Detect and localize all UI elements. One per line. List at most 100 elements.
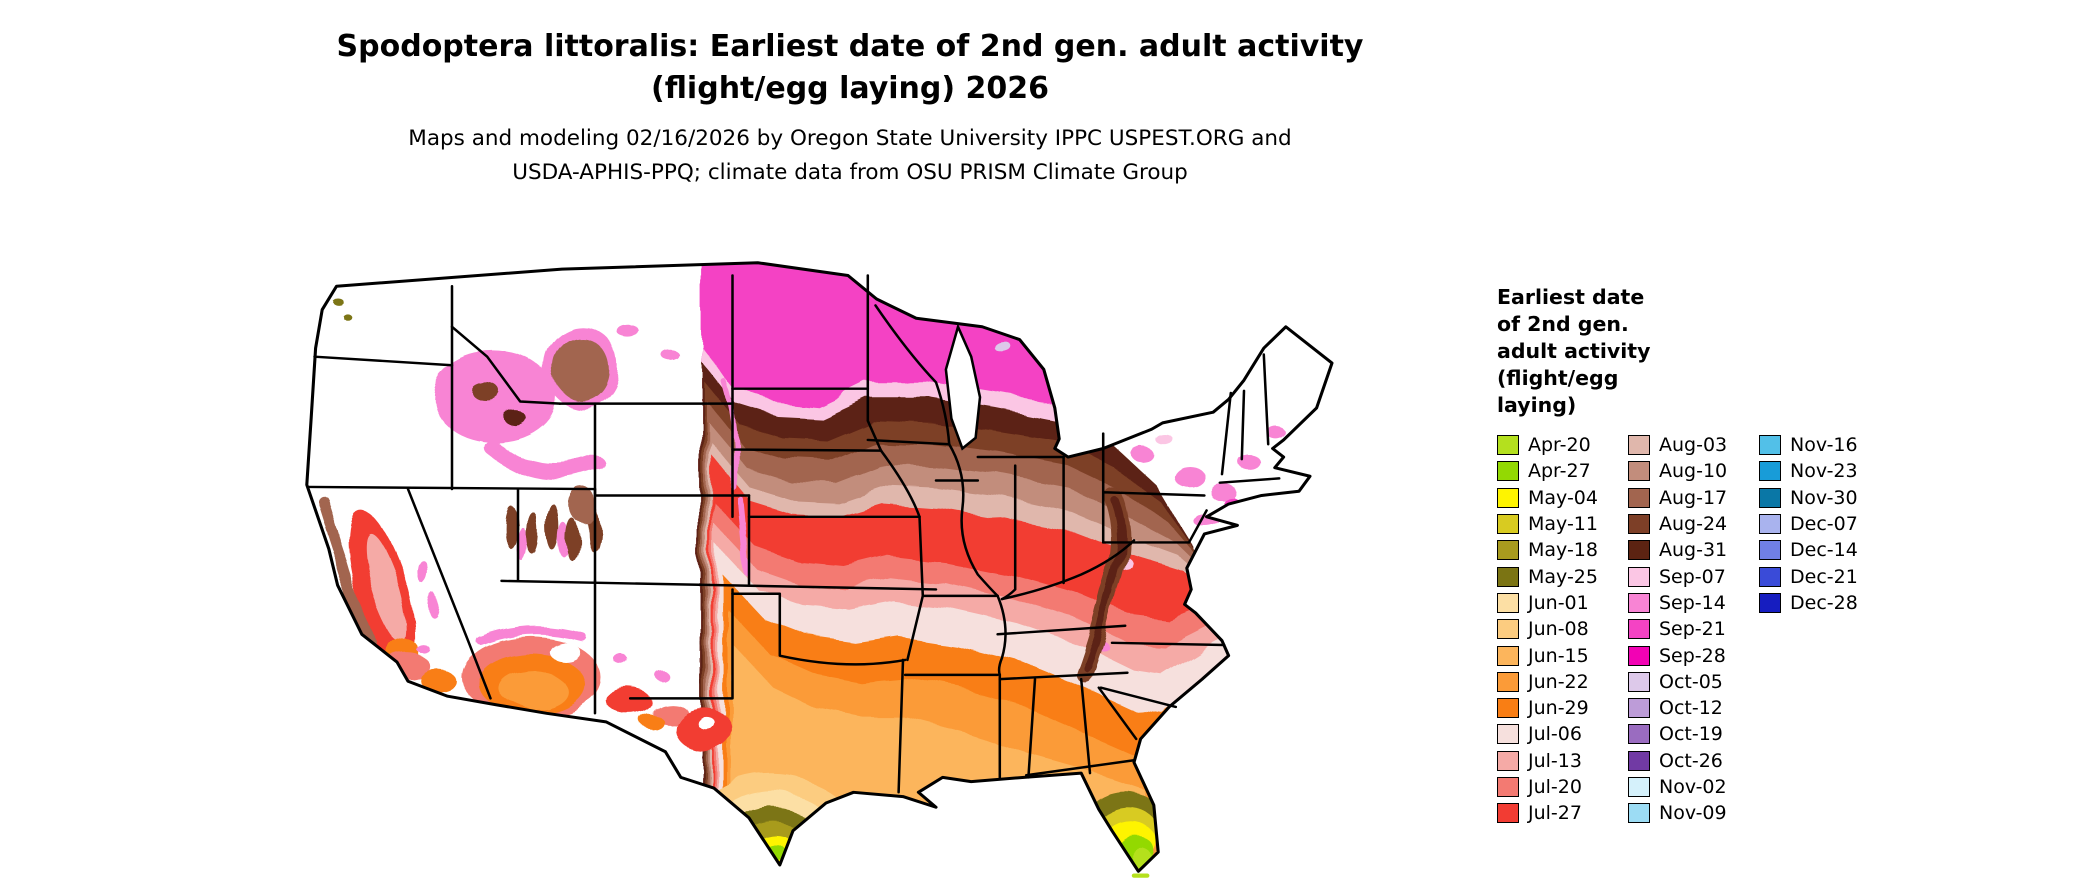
legend-title-line: (flight/egg	[1497, 366, 1619, 390]
legend-title-line: adult activity	[1497, 339, 1651, 363]
legend-swatch	[1497, 592, 1519, 613]
legend-swatch	[1628, 592, 1650, 613]
legend-swatch	[1628, 435, 1650, 456]
map-region-sep-14	[514, 525, 526, 560]
legend-swatch	[1759, 435, 1781, 456]
legend-entry-label: Nov-23	[1790, 460, 1858, 483]
legend-entry-label: Nov-16	[1790, 434, 1858, 457]
legend-entry: Nov-30	[1759, 485, 1890, 511]
legend-swatch	[1759, 487, 1781, 508]
legend-swatch	[1497, 540, 1519, 561]
legend-entry: Nov-02	[1628, 774, 1759, 800]
map-title-line2: (flight/egg laying) 2026	[650, 71, 1050, 106]
legend-entry-label: Nov-09	[1659, 802, 1727, 825]
legend-entry: Sep-07	[1628, 563, 1759, 589]
map-region-jun-22	[500, 671, 567, 708]
legend-entry: Jun-29	[1497, 695, 1628, 721]
legend-swatch	[1497, 619, 1519, 640]
map-region-aug-24	[524, 510, 538, 554]
legend-entry-label: Jul-13	[1528, 749, 1582, 772]
legend-entry-label: Jun-08	[1528, 618, 1589, 641]
legend-swatch	[1497, 777, 1519, 797]
map-region-may-25	[342, 312, 351, 320]
legend-swatch	[1628, 724, 1650, 745]
legend-entry-label: Jun-29	[1528, 697, 1589, 720]
legend-entry-label: Jul-06	[1528, 723, 1582, 746]
legend-swatch	[1759, 461, 1781, 482]
legend-entry: May-25	[1497, 563, 1628, 589]
map-region-jun-29	[421, 670, 457, 692]
legend-swatch	[1628, 671, 1650, 692]
map-region-sep-14	[419, 647, 433, 656]
legend-entry: Nov-23	[1759, 458, 1890, 484]
legend-entry: Dec-14	[1759, 537, 1890, 563]
legend-title-line: laying)	[1497, 393, 1577, 417]
legend-entry: Sep-28	[1628, 642, 1759, 668]
legend-swatch	[1497, 671, 1519, 692]
legend-swatch	[1628, 540, 1650, 561]
legend-swatch	[1497, 645, 1519, 666]
legend-entry-label: Oct-19	[1659, 723, 1723, 746]
legend-entry-label: Nov-02	[1659, 776, 1727, 798]
us-map-svg	[305, 261, 1334, 878]
florida-keys-speck	[1131, 873, 1150, 878]
legend-swatch	[1497, 698, 1519, 719]
legend-column: Nov-16 Nov-23 Nov-30 Dec-07 Dec-14 Dec-21 Dec-…	[1759, 432, 1890, 826]
map-subtitle-line1: Maps and modeling 02/16/2026 by Oregon S…	[408, 126, 1292, 151]
legend-entry: Aug-24	[1628, 511, 1759, 537]
map-subtitle: Maps and modeling 02/16/2026 by Oregon S…	[0, 122, 1700, 190]
map-region-aug-17	[554, 338, 610, 401]
legend-entry: Dec-07	[1759, 511, 1890, 537]
map-region-sep-14	[428, 594, 440, 619]
legend-entry: Apr-20	[1497, 432, 1628, 458]
map-region-wffffff	[548, 641, 580, 661]
legend-entry: May-18	[1497, 537, 1628, 563]
legend-entry-label: Sep-28	[1659, 644, 1726, 667]
legend-swatch	[1628, 619, 1650, 640]
legend-swatch	[1497, 724, 1519, 745]
legend-entry-label: Aug-03	[1659, 434, 1728, 457]
legend-swatch	[1628, 487, 1650, 508]
map-region-may-25	[332, 297, 344, 305]
map-title-line1: Spodoptera littoralis: Earliest date of …	[336, 29, 1364, 64]
map-region-sep-14	[1171, 463, 1203, 485]
legend-entry-label: Dec-21	[1790, 565, 1858, 588]
legend-entry: Jun-15	[1497, 642, 1628, 668]
legend-swatch	[1497, 461, 1519, 482]
map-region-sep-14	[619, 326, 642, 340]
map-region-sep-07	[1153, 432, 1172, 444]
map-region-aug-31	[1083, 496, 1126, 673]
legend-entry: Aug-10	[1628, 458, 1759, 484]
legend-entry: Sep-21	[1628, 616, 1759, 642]
map-region-aug-24	[566, 518, 580, 562]
legend-entry: Oct-19	[1628, 721, 1759, 747]
map-region-wffffff	[696, 715, 714, 729]
map-region-jun-29	[641, 714, 664, 730]
map-region-sep-14	[1266, 425, 1284, 438]
map-region-sep-14	[1239, 455, 1262, 471]
legend-entry: Oct-12	[1628, 695, 1759, 721]
legend-entry-label: Jun-15	[1528, 644, 1589, 667]
map-region-aug-17	[569, 489, 599, 524]
us-outline	[305, 261, 1334, 873]
state-borders	[307, 274, 1281, 794]
legend-swatch	[1628, 514, 1650, 535]
map-region-oct-05	[993, 340, 1011, 352]
map-region-sep-14	[1206, 480, 1233, 498]
legend-entry-label: Jul-20	[1528, 776, 1582, 798]
map-title: Spodoptera littoralis: Earliest date of …	[0, 26, 1700, 110]
map-region-sep-14	[617, 656, 631, 668]
map-region-oct-05	[1055, 375, 1072, 385]
legend-columns: Apr-20 Apr-27 May-04 May-11 May-18 May-25 Jun-…	[1497, 432, 1890, 826]
legend-entry-label: Dec-28	[1790, 591, 1858, 614]
legend-title-line: of 2nd gen.	[1497, 312, 1629, 336]
legend-title: Earliest date of 2nd gen. adult activity (f…	[1497, 284, 1890, 419]
legend-entry: Aug-17	[1628, 485, 1759, 511]
legend-entry: Aug-03	[1628, 432, 1759, 458]
map-region-sep-14	[661, 349, 679, 360]
legend-swatch	[1628, 698, 1650, 719]
legend-entry: Nov-09	[1628, 800, 1759, 826]
map-region-jul-27	[674, 706, 732, 750]
legend-entry-label: Apr-20	[1528, 434, 1591, 457]
legend-entry-label: Aug-10	[1659, 460, 1728, 483]
